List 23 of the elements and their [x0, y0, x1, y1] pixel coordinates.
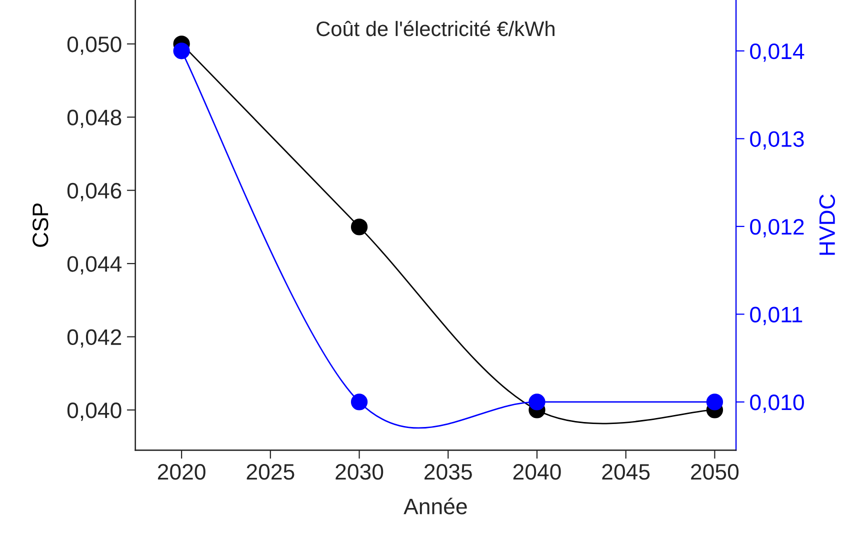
x-tick-label: 2020	[158, 464, 206, 480]
y2-tick-label: 0,010	[750, 394, 804, 413]
y-tick-label: 0,040	[67, 402, 122, 421]
y-tick-label: 0,046	[67, 182, 122, 202]
x-tick-label: 2045	[602, 464, 650, 480]
x-tick-label: 2050	[691, 464, 739, 480]
y-tick-label: 0,044	[67, 256, 122, 274]
y2-tick-label: 0,014	[750, 43, 804, 62]
y2-tick-label: 0,011	[750, 306, 802, 326]
y-tick-label: 0,048	[67, 110, 122, 128]
x-tick-label: 2040	[513, 464, 561, 480]
x-tick-label: 2030	[336, 464, 384, 480]
text: CSP	[32, 203, 48, 247]
annotation: Coût de l'électricité €/kWh	[316, 20, 554, 36]
x-axis-title: Année	[404, 498, 467, 514]
y2-tick-label: 0,013	[750, 131, 804, 150]
text: HVDC	[819, 194, 836, 255]
y-tick-label: 0,050	[67, 36, 122, 55]
x-tick-label: 2035	[424, 464, 472, 480]
y-tick-label: 0,042	[67, 329, 122, 348]
point	[350, 218, 368, 236]
y2-tick-label: 0,012	[750, 218, 804, 238]
x-tick-label: 2025	[246, 464, 294, 480]
